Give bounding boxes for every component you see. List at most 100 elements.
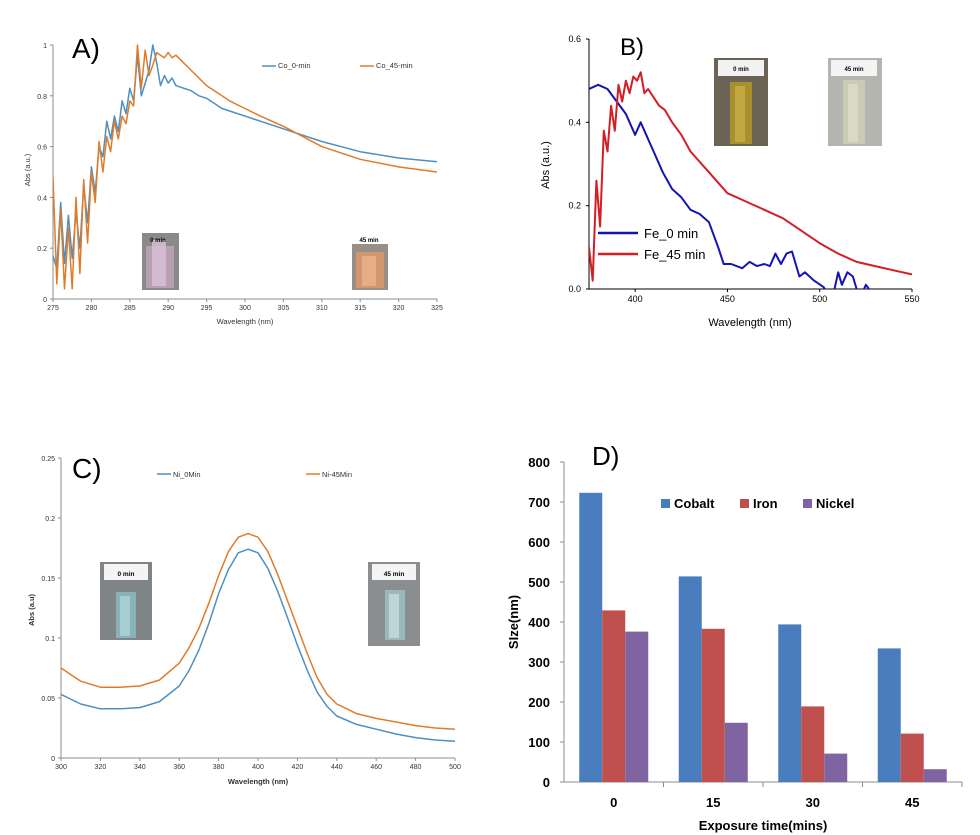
panel-d-ylabel: SIze(nm) [506,595,521,649]
panel-d-xlabel: Exposure time(mins) [699,818,828,833]
y-tick-label: 0.4 [37,195,47,202]
x-tick-label: 440 [331,764,343,771]
panel-d-label: D) [592,441,619,471]
x-tick-label: 295 [201,305,213,312]
legend-label-iron: Iron [753,496,778,511]
x-tick-label: 550 [904,294,919,304]
legend-label-co-45: Co_45-min [376,61,413,70]
y-tick-label: 400 [528,615,550,630]
panel-b-ylabel: Abs (a.u.) [540,141,552,189]
bar-nickel-30min [824,753,848,782]
panel-a-xlabel: Wavelength (nm) [217,317,274,326]
x-tick-label: 325 [431,305,443,312]
x-tick-label: 0 [610,795,617,810]
y-tick-label: 0.2 [37,246,47,253]
panel-c-xlabel: Wavelength (nm) [228,777,289,786]
y-tick-label: 0.25 [41,456,55,463]
inset-photo-co-45min: 45 min [352,238,388,290]
panel-c-ylabel: Abs (a.u) [27,593,36,626]
x-tick-label: 300 [239,305,251,312]
series-line-fe-45-min [589,71,912,282]
x-tick-label: 340 [134,764,146,771]
panel-b-fe-spectra: B) Wavelength (nm) Abs (a.u.) 400 450 500 5… [540,34,920,329]
legend-label-fe-0: Fe_0 min [644,226,698,241]
panel-b-label: B) [620,34,644,61]
inset-photo-ni-45min: 45 min [368,562,420,646]
x-tick-label: 320 [95,764,107,771]
x-tick-label: 360 [173,764,185,771]
inset-photo-fe-45min: 45 min [828,58,882,146]
series-line-co-0-min [53,44,437,270]
bar-iron-15min [701,628,725,782]
series-line-fe-0-min [589,83,871,289]
legend-swatch-cobalt [661,499,670,508]
x-tick-label: 290 [162,305,174,312]
legend-swatch-iron [740,499,749,508]
legend-label-fe-45: Fe_45 min [644,247,705,262]
y-tick-label: 0.15 [41,576,55,583]
legend-label-nickel: Nickel [816,496,854,511]
y-tick-label: 0 [43,297,47,304]
series-line-ni-0min [61,548,455,742]
y-tick-label: 100 [528,735,550,750]
bar-cobalt-30min [778,624,802,782]
y-tick-label: 800 [528,455,550,470]
series-line-co-45-min [53,44,437,290]
panel-c-ni-spectra: C) Wavelength (nm) Abs (a.u) 300 320 340 36… [27,453,461,786]
y-tick-label: 0.05 [41,696,55,703]
x-tick-label: 300 [55,764,67,771]
inset-label-co-0: 0 min [150,238,166,244]
bar-cobalt-0min [579,492,603,782]
bar-iron-30min [801,706,825,782]
x-tick-label: 280 [86,305,98,312]
legend-swatch-nickel [803,499,812,508]
bar-nickel-15min [724,722,748,782]
y-tick-label: 0.2 [568,201,581,211]
y-tick-label: 0.2 [45,516,55,523]
y-tick-label: 0.6 [37,145,47,152]
x-tick-label: 420 [292,764,304,771]
inset-photo-co-0min: 0 min [142,233,179,290]
y-tick-label: 0.0 [568,284,581,294]
y-tick-label: 0 [51,756,55,763]
panel-a-co-spectra: A) Wavelength (nm) Abs (a.u.) 275 280 285 2… [23,33,443,326]
panel-a-ylabel: Abs (a.u.) [23,153,32,186]
x-tick-label: 30 [806,795,820,810]
x-tick-label: 285 [124,305,136,312]
legend-label-ni-0: Ni_0Min [173,470,201,479]
x-tick-label: 310 [316,305,328,312]
panel-d-size-bars: D) Exposure time(mins) SIze(nm) 0 100 200 3… [506,441,963,833]
bar-iron-45min [900,733,924,782]
x-tick-label: 275 [47,305,59,312]
inset-photo-ni-0min: 0 min [100,562,152,640]
x-tick-label: 320 [393,305,405,312]
series-line-ni-45min [61,532,455,730]
x-tick-label: 315 [354,305,366,312]
inset-label-co-45: 45 min [359,238,378,244]
x-tick-label: 305 [278,305,290,312]
x-tick-label: 460 [370,764,382,771]
bar-iron-0min [602,610,626,782]
bar-cobalt-45min [877,648,901,782]
y-tick-label: 700 [528,495,550,510]
x-tick-label: 400 [252,764,264,771]
legend-label-co-0: Co_0-min [278,61,311,70]
y-tick-label: 0.1 [45,636,55,643]
inset-label-fe-45: 45 min [844,67,863,73]
x-tick-label: 380 [213,764,225,771]
x-tick-label: 15 [706,795,720,810]
panel-c-label: C) [72,453,102,484]
x-tick-label: 45 [905,795,919,810]
x-tick-label: 500 [812,294,827,304]
y-tick-label: 600 [528,535,550,550]
x-tick-label: 450 [720,294,735,304]
y-tick-label: 0 [543,775,550,790]
y-tick-label: 300 [528,655,550,670]
y-tick-label: 500 [528,575,550,590]
inset-label-ni-0: 0 min [118,571,135,578]
y-tick-label: 0.4 [568,117,581,127]
x-tick-label: 500 [449,764,461,771]
y-tick-label: 0.8 [37,94,47,101]
y-tick-label: 1 [43,43,47,50]
